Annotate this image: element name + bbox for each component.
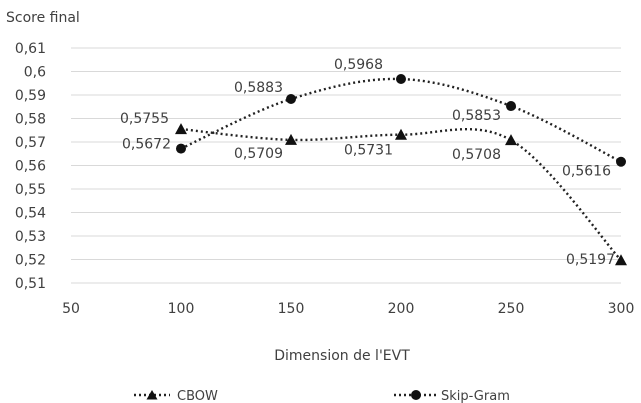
y-tick-label: 0,59: [15, 88, 46, 104]
legend-label-skip-gram: Skip-Gram: [441, 389, 510, 403]
triangle-marker: [395, 128, 407, 140]
y-tick-label: 0,55: [15, 182, 46, 198]
x-tick-label: 50: [62, 301, 80, 317]
data-labels: 0,5755 0,5709 0,5731 0,5708 0,5197 0,5672 0,58…: [120, 57, 615, 268]
legend-triangle-marker: [146, 390, 158, 400]
series-lines: [180, 77, 622, 262]
data-label: 0,5672: [122, 137, 171, 153]
series-line-skip-gram: [180, 77, 622, 163]
y-tick-label: 0,54: [15, 206, 46, 222]
circle-marker: [396, 74, 406, 85]
y-tick-label: 0,6: [24, 65, 46, 81]
triangle-marker: [175, 123, 187, 135]
y-axis-title: Score final: [6, 10, 80, 26]
circle-marker: [286, 93, 296, 104]
circle-marker: [616, 156, 626, 167]
x-tick-label: 300: [608, 301, 635, 317]
data-label: 0,5709: [234, 146, 283, 162]
triangle-marker: [615, 254, 627, 266]
legend-item-cbow: CBOW: [134, 389, 218, 403]
circle-marker: [176, 143, 186, 154]
y-tick-label: 0,58: [15, 112, 46, 128]
x-tick-label: 250: [498, 301, 525, 317]
y-axis-tick-labels: 0,51 0,52 0,53 0,54 0,55 0,56 0,57 0,58 0,59 0,6 0…: [15, 41, 46, 292]
data-label: 0,5755: [120, 111, 169, 127]
gridlines: [71, 47, 621, 284]
x-tick-label: 200: [388, 301, 415, 317]
legend-item-skip-gram: Skip-Gram: [394, 389, 510, 403]
data-label: 0,5197: [566, 252, 615, 268]
series-markers: [175, 74, 627, 266]
legend-circle-marker: [411, 390, 421, 400]
y-tick-label: 0,53: [15, 229, 46, 245]
data-label: 0,5968: [334, 57, 383, 73]
data-label: 0,5731: [344, 143, 393, 159]
y-tick-label: 0,51: [15, 276, 46, 292]
legend-label-cbow: CBOW: [177, 389, 218, 403]
triangle-marker: [285, 133, 297, 145]
data-label: 0,5616: [562, 164, 611, 180]
circle-marker: [506, 101, 516, 112]
data-label: 0,5883: [234, 80, 283, 96]
x-tick-label: 150: [278, 301, 305, 317]
x-axis-title: Dimension de l'EVT: [274, 348, 410, 364]
y-tick-label: 0,61: [15, 41, 46, 57]
data-label: 0,5708: [452, 147, 501, 163]
legend: CBOW Skip-Gram: [134, 389, 510, 403]
data-label: 0,5853: [452, 108, 501, 124]
x-axis-tick-labels: 50 100 150 200 250 300: [62, 301, 634, 317]
y-tick-label: 0,57: [15, 135, 46, 151]
y-tick-label: 0,56: [15, 159, 46, 175]
triangle-marker: [505, 134, 517, 146]
x-tick-label: 100: [168, 301, 195, 317]
y-tick-label: 0,52: [15, 253, 46, 269]
